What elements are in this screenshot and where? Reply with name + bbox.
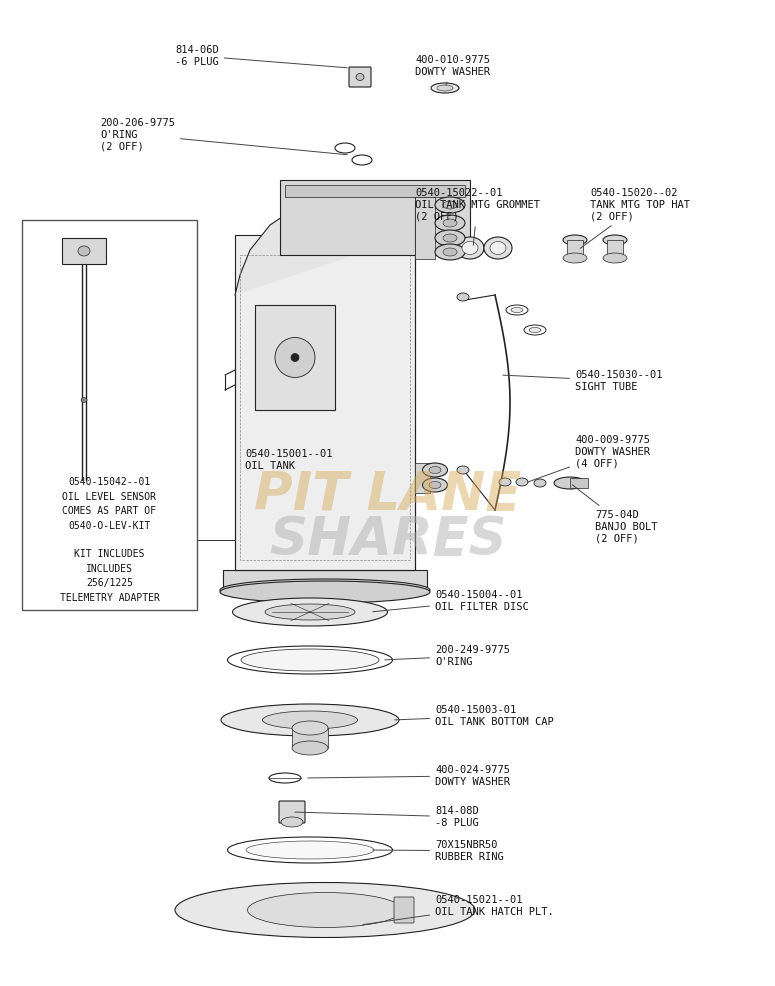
Ellipse shape xyxy=(435,215,465,231)
Bar xyxy=(570,478,588,488)
Ellipse shape xyxy=(221,704,399,736)
Bar xyxy=(607,240,623,258)
Ellipse shape xyxy=(356,74,364,81)
Text: 775-04D
BANJO BOLT
(2 OFF): 775-04D BANJO BOLT (2 OFF) xyxy=(572,485,657,543)
Ellipse shape xyxy=(281,817,303,827)
Ellipse shape xyxy=(534,479,546,487)
Ellipse shape xyxy=(529,327,541,332)
Ellipse shape xyxy=(175,882,475,938)
Ellipse shape xyxy=(220,581,430,603)
Bar xyxy=(235,235,415,570)
Ellipse shape xyxy=(429,466,441,473)
Text: 400-024-9775
DOWTY WASHER: 400-024-9775 DOWTY WASHER xyxy=(308,765,510,787)
Ellipse shape xyxy=(431,83,459,93)
Polygon shape xyxy=(235,195,415,295)
Ellipse shape xyxy=(81,397,87,402)
FancyBboxPatch shape xyxy=(394,897,414,923)
FancyBboxPatch shape xyxy=(280,180,470,255)
Ellipse shape xyxy=(457,466,469,474)
Ellipse shape xyxy=(435,230,465,246)
Text: 0540-15003-01
OIL TANK BOTTOM CAP: 0540-15003-01 OIL TANK BOTTOM CAP xyxy=(394,705,554,727)
Ellipse shape xyxy=(443,234,457,242)
Ellipse shape xyxy=(456,237,484,259)
Ellipse shape xyxy=(443,248,457,256)
Bar xyxy=(415,197,435,259)
Bar xyxy=(240,255,410,560)
Ellipse shape xyxy=(422,478,447,492)
Text: 200-249-9775
O'RING: 200-249-9775 O'RING xyxy=(384,645,510,667)
Text: 0540-15020--02
TANK MTG TOP HAT
(2 OFF): 0540-15020--02 TANK MTG TOP HAT (2 OFF) xyxy=(580,188,690,248)
Bar xyxy=(22,220,197,610)
Ellipse shape xyxy=(462,242,478,254)
Bar xyxy=(415,463,430,493)
Ellipse shape xyxy=(292,741,328,755)
Text: 0540-15022--01
OIL TANK MTG GROMMET
(2 OFF): 0540-15022--01 OIL TANK MTG GROMMET (2 O… xyxy=(415,188,540,246)
Text: SHARES: SHARES xyxy=(269,514,507,566)
Text: PIT LANE: PIT LANE xyxy=(254,469,522,521)
Ellipse shape xyxy=(603,253,627,263)
Ellipse shape xyxy=(232,598,388,626)
Text: 400-009-9775
DOWTY WASHER
(4 OFF): 400-009-9775 DOWTY WASHER (4 OFF) xyxy=(528,435,650,482)
Ellipse shape xyxy=(292,721,328,735)
Ellipse shape xyxy=(511,308,523,313)
FancyBboxPatch shape xyxy=(349,67,371,87)
FancyBboxPatch shape xyxy=(279,801,305,823)
Ellipse shape xyxy=(220,579,430,601)
Ellipse shape xyxy=(516,478,528,486)
Bar xyxy=(223,570,427,592)
Bar xyxy=(62,238,106,264)
Ellipse shape xyxy=(603,235,627,245)
Bar xyxy=(285,185,465,197)
Ellipse shape xyxy=(247,892,402,928)
Bar xyxy=(567,240,583,258)
Ellipse shape xyxy=(241,649,379,671)
Ellipse shape xyxy=(484,237,512,259)
Text: 0540-15030--01
SIGHT TUBE: 0540-15030--01 SIGHT TUBE xyxy=(503,370,663,391)
Bar xyxy=(292,728,328,748)
Ellipse shape xyxy=(457,293,469,301)
Ellipse shape xyxy=(443,219,457,227)
Text: 0540-15004--01
OIL FILTER DISC: 0540-15004--01 OIL FILTER DISC xyxy=(373,590,529,611)
Ellipse shape xyxy=(563,253,587,263)
Text: 0540-15001--01
OIL TANK: 0540-15001--01 OIL TANK xyxy=(245,450,332,470)
Text: 400-010-9775
DOWTY WASHER: 400-010-9775 DOWTY WASHER xyxy=(415,55,490,86)
Ellipse shape xyxy=(490,242,506,254)
Ellipse shape xyxy=(275,337,315,378)
Ellipse shape xyxy=(422,463,447,477)
Ellipse shape xyxy=(265,604,355,620)
Text: 70X15NBR50
RUBBER RING: 70X15NBR50 RUBBER RING xyxy=(373,840,504,862)
Text: 0540-15021--01
OIL TANK HATCH PLT.: 0540-15021--01 OIL TANK HATCH PLT. xyxy=(363,895,554,925)
Text: 0540-15042--01
OIL LEVEL SENSOR
COMES AS PART OF
0540-O-LEV-KIT

KIT INCLUDES
IN: 0540-15042--01 OIL LEVEL SENSOR COMES AS… xyxy=(60,477,160,602)
Ellipse shape xyxy=(435,244,465,260)
Ellipse shape xyxy=(246,841,374,859)
Ellipse shape xyxy=(437,85,453,91)
Text: 200-206-9775
O'RING
(2 OFF): 200-206-9775 O'RING (2 OFF) xyxy=(100,118,347,155)
Text: 814-08D
-8 PLUG: 814-08D -8 PLUG xyxy=(294,806,479,827)
Bar xyxy=(255,305,335,410)
Ellipse shape xyxy=(78,246,90,256)
Ellipse shape xyxy=(443,201,457,209)
Ellipse shape xyxy=(435,197,465,213)
Ellipse shape xyxy=(563,235,587,245)
Ellipse shape xyxy=(429,481,441,488)
Ellipse shape xyxy=(554,477,586,489)
Text: 814-06D
-6 PLUG: 814-06D -6 PLUG xyxy=(175,45,347,68)
Ellipse shape xyxy=(499,478,511,486)
Ellipse shape xyxy=(263,711,357,729)
Ellipse shape xyxy=(291,354,299,362)
